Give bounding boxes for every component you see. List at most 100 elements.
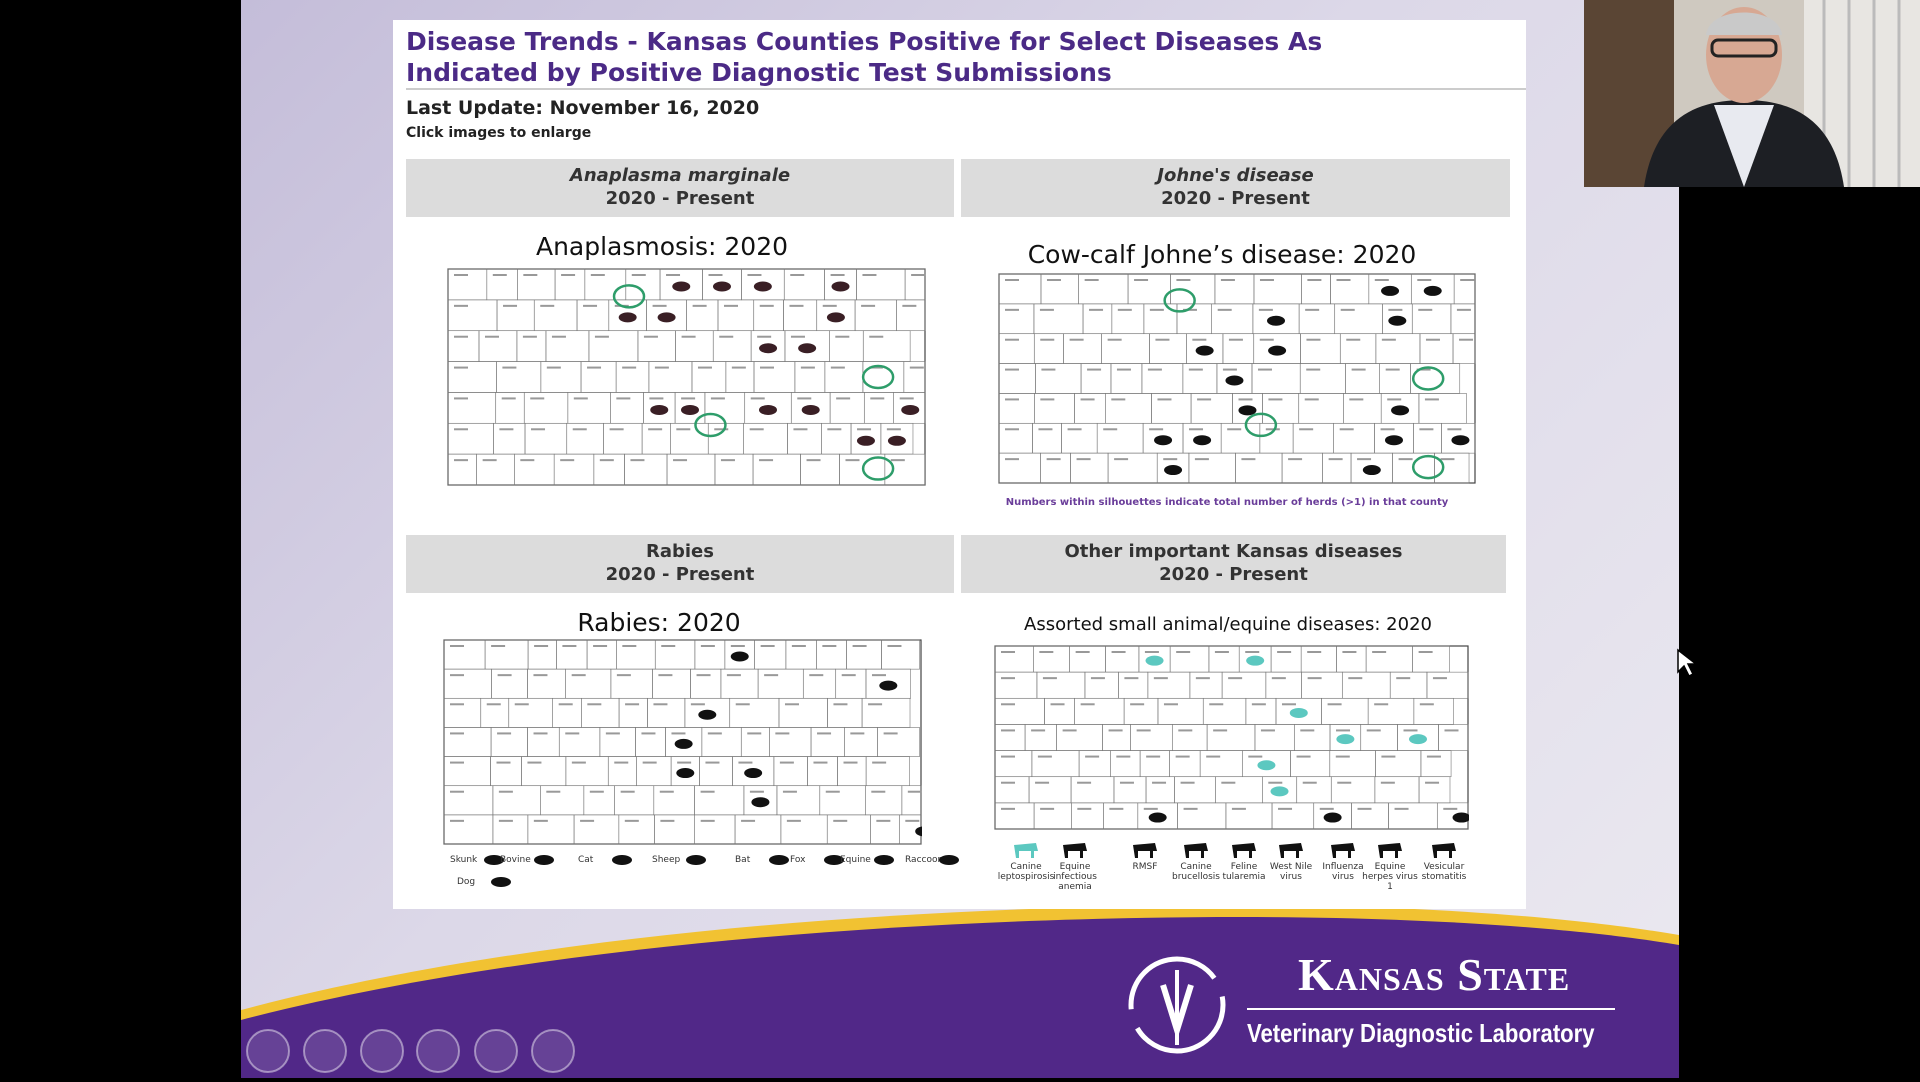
county-label (1398, 458, 1413, 461)
county-label (622, 366, 637, 369)
animal-icon (618, 312, 637, 323)
county-label (1157, 398, 1172, 401)
county-label (1214, 651, 1229, 653)
animal-icon (1232, 843, 1256, 858)
county-label (1265, 428, 1280, 431)
county-label (735, 703, 750, 706)
county-label (492, 274, 507, 276)
county-label (1241, 458, 1256, 461)
legend-label: Feline tularemia (1222, 862, 1266, 882)
county-label (1107, 338, 1122, 341)
mouse-cursor (1677, 648, 1699, 678)
county-label (1459, 338, 1474, 341)
instruction: Click images to enlarge (406, 125, 592, 141)
county-label (1037, 755, 1052, 758)
panel-header: Other important Kansas diseases 2020 - Pr… (961, 535, 1506, 593)
county-label (593, 645, 608, 647)
county-label (907, 790, 922, 793)
legend-label: Equine infectious anemia (1053, 862, 1097, 892)
legend-icon (939, 855, 959, 865)
animal-icon (753, 281, 772, 292)
county-label (1374, 703, 1389, 706)
nav-button[interactable] (303, 1029, 347, 1073)
animal-icon (1184, 843, 1208, 858)
county-label (1416, 368, 1431, 371)
map-title: Rabies: 2020 (577, 608, 741, 637)
county-label (850, 732, 865, 735)
legend-icon (1184, 843, 1208, 858)
county-label (1076, 458, 1091, 461)
animal-icon (1238, 405, 1257, 416)
animal-icon (1408, 734, 1427, 745)
county-label (775, 732, 790, 735)
county-label (1231, 807, 1246, 810)
animal-icon (1246, 655, 1265, 666)
county-label (1339, 428, 1354, 431)
county-label (817, 732, 832, 735)
legend-icon (1331, 843, 1355, 858)
legend-label: Bat (735, 855, 751, 865)
county-label (1163, 458, 1178, 461)
county-label (1258, 308, 1273, 311)
county-label (653, 703, 668, 706)
county-label (1194, 458, 1209, 461)
logo-name: Kansas State (1298, 949, 1571, 1000)
county-label (1155, 338, 1170, 341)
county-label (1251, 703, 1266, 706)
county-label (496, 761, 511, 764)
county-label (1337, 781, 1352, 784)
county-label (486, 703, 501, 706)
nav-button[interactable] (416, 1029, 460, 1073)
legend-label: Fox (790, 855, 806, 865)
nav-button[interactable] (360, 1029, 404, 1073)
county-label (697, 366, 712, 369)
legend-icon (769, 855, 789, 865)
county-label (1183, 807, 1198, 810)
county-label (1062, 729, 1077, 732)
county-label (491, 645, 506, 647)
county-label (719, 335, 734, 338)
nav-button[interactable] (246, 1029, 290, 1073)
animal-icon (915, 826, 922, 837)
animal-icon (1148, 812, 1167, 823)
county-label (747, 732, 762, 735)
legend-icon (824, 855, 844, 865)
county-label (673, 459, 688, 462)
animal-icon (698, 709, 717, 720)
county-label (1075, 651, 1090, 653)
legend-label: Skunk (450, 855, 478, 865)
county-label (1460, 279, 1475, 281)
county-label (1380, 781, 1395, 784)
county-label (1077, 781, 1092, 784)
county-label (1366, 729, 1381, 732)
legend-icon (1014, 843, 1038, 858)
county (884, 453, 926, 486)
county-label (531, 428, 546, 431)
animal-icon (759, 343, 778, 354)
county-label (791, 645, 806, 647)
logo-subtitle: Veterinary Diagnostic Laboratory (1247, 1018, 1595, 1048)
county-label (759, 304, 774, 307)
county-label (589, 790, 604, 793)
county-label (681, 397, 696, 400)
county-label (1305, 308, 1320, 311)
animal-icon (1193, 435, 1212, 446)
county-label (652, 304, 667, 307)
county-label (690, 703, 705, 706)
county-label (1130, 703, 1145, 706)
county-label (1209, 703, 1224, 706)
county-label (1271, 677, 1286, 680)
legend-label: Dog (457, 877, 476, 887)
county-label (870, 397, 885, 400)
highlight-circle (1411, 366, 1445, 391)
county-label (784, 703, 799, 706)
nav-button[interactable] (474, 1029, 518, 1073)
logo-divider (1247, 1008, 1615, 1010)
county-label (1040, 338, 1055, 341)
legend-label: Equine herpes virus 1 (1362, 862, 1418, 892)
county-label (454, 304, 468, 307)
county-label (764, 674, 779, 677)
county-label (806, 459, 821, 462)
county-label (616, 674, 631, 677)
nav-button[interactable] (531, 1029, 575, 1073)
